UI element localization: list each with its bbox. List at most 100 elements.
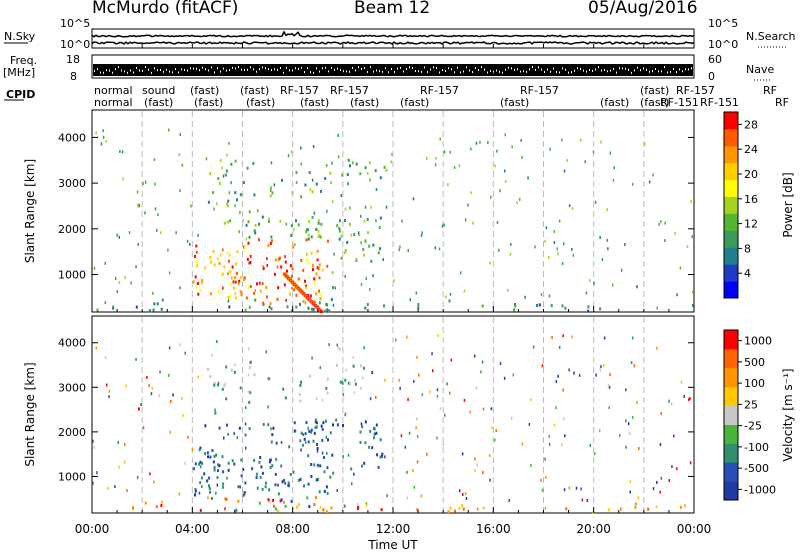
data-cell	[674, 232, 676, 236]
data-cell	[285, 298, 287, 302]
freq-band-gap	[349, 70, 350, 73]
freq-band-gap	[604, 69, 605, 72]
data-cell	[310, 474, 313, 478]
colorbar-swatch	[724, 179, 738, 197]
data-cell	[248, 253, 251, 257]
freq-band-gap	[598, 66, 599, 69]
data-cell	[140, 403, 143, 407]
data-cell	[144, 211, 146, 215]
data-cell	[558, 345, 561, 349]
data-cell	[607, 384, 610, 387]
freq-band-gap	[556, 70, 557, 73]
data-cell	[381, 452, 384, 456]
data-cell	[286, 305, 289, 309]
data-cell	[251, 467, 254, 471]
freq-band-gap	[613, 68, 614, 71]
data-cell	[216, 340, 218, 344]
data-cell	[632, 415, 634, 419]
data-cell	[170, 400, 172, 403]
data-cell	[670, 402, 673, 406]
data-cell	[148, 384, 150, 388]
freq-band-gap	[433, 66, 434, 69]
data-cell	[516, 201, 518, 205]
data-cell	[316, 258, 319, 262]
data-cell	[124, 275, 126, 279]
data-cell	[629, 432, 631, 436]
data-cell	[630, 361, 633, 365]
power-cells	[93, 128, 694, 313]
data-cell	[326, 491, 329, 495]
data-cell	[347, 381, 350, 385]
data-cell	[157, 213, 159, 217]
data-cell	[213, 383, 216, 387]
data-cell	[231, 459, 234, 463]
data-cell	[556, 247, 558, 251]
data-cell	[150, 392, 153, 396]
y-axis-label: Slant Range [km]	[23, 362, 37, 466]
freq-band-gap	[313, 71, 314, 74]
data-cell	[261, 487, 264, 491]
data-cell	[297, 277, 300, 281]
x-tick-label: 12:00	[376, 522, 411, 536]
data-cell	[561, 443, 563, 447]
data-cell	[330, 298, 333, 302]
data-cell	[668, 399, 670, 403]
data-cell	[631, 336, 634, 340]
data-cell	[421, 231, 423, 235]
colorbar-tick-label: 4	[744, 267, 751, 280]
data-cell	[349, 206, 351, 210]
data-cell	[331, 161, 333, 165]
data-cell	[341, 381, 344, 385]
data-cell	[308, 260, 311, 264]
data-cell	[293, 288, 296, 292]
data-cell	[253, 229, 256, 233]
freq-band-gap	[445, 70, 446, 73]
data-cell	[307, 440, 310, 444]
data-cell	[227, 272, 229, 276]
data-cell	[317, 235, 320, 238]
data-cell	[194, 462, 197, 466]
data-cell	[305, 286, 308, 290]
freq-band-gap	[337, 67, 338, 70]
data-cell	[156, 228, 158, 232]
data-cell	[307, 426, 309, 430]
freq-band-gap	[274, 68, 275, 71]
data-cell	[153, 480, 155, 484]
data-cell	[262, 265, 265, 269]
freq-band-gap	[262, 66, 263, 69]
data-cell	[307, 306, 310, 310]
data-cell	[600, 140, 602, 144]
data-cell	[361, 464, 363, 468]
data-cell	[416, 355, 418, 359]
data-cell	[190, 204, 192, 208]
data-cell	[175, 231, 177, 235]
data-cell	[563, 488, 566, 492]
data-cell	[256, 282, 258, 286]
data-cell	[377, 251, 380, 255]
data-cell	[240, 458, 243, 462]
data-cell	[284, 504, 287, 508]
data-cell	[464, 218, 467, 222]
data-cell	[538, 303, 541, 307]
data-cell	[495, 429, 497, 433]
data-cell	[246, 166, 249, 170]
y-tick-label: 2000	[58, 426, 86, 439]
data-cell	[562, 417, 565, 421]
freq-band-gap	[541, 68, 542, 71]
data-cell	[690, 200, 692, 204]
data-cell	[239, 210, 241, 214]
data-cell	[248, 210, 251, 214]
data-cell	[311, 178, 314, 182]
data-cell	[151, 387, 154, 390]
data-cell	[258, 238, 260, 242]
data-cell	[325, 510, 328, 513]
data-cell	[272, 504, 275, 508]
data-cell	[236, 436, 239, 440]
data-cell	[105, 139, 107, 143]
freq-band-gap	[259, 68, 260, 71]
data-cell	[277, 509, 279, 513]
freq-band-gap	[607, 70, 608, 73]
data-cell	[261, 471, 264, 475]
data-cell	[135, 265, 137, 269]
